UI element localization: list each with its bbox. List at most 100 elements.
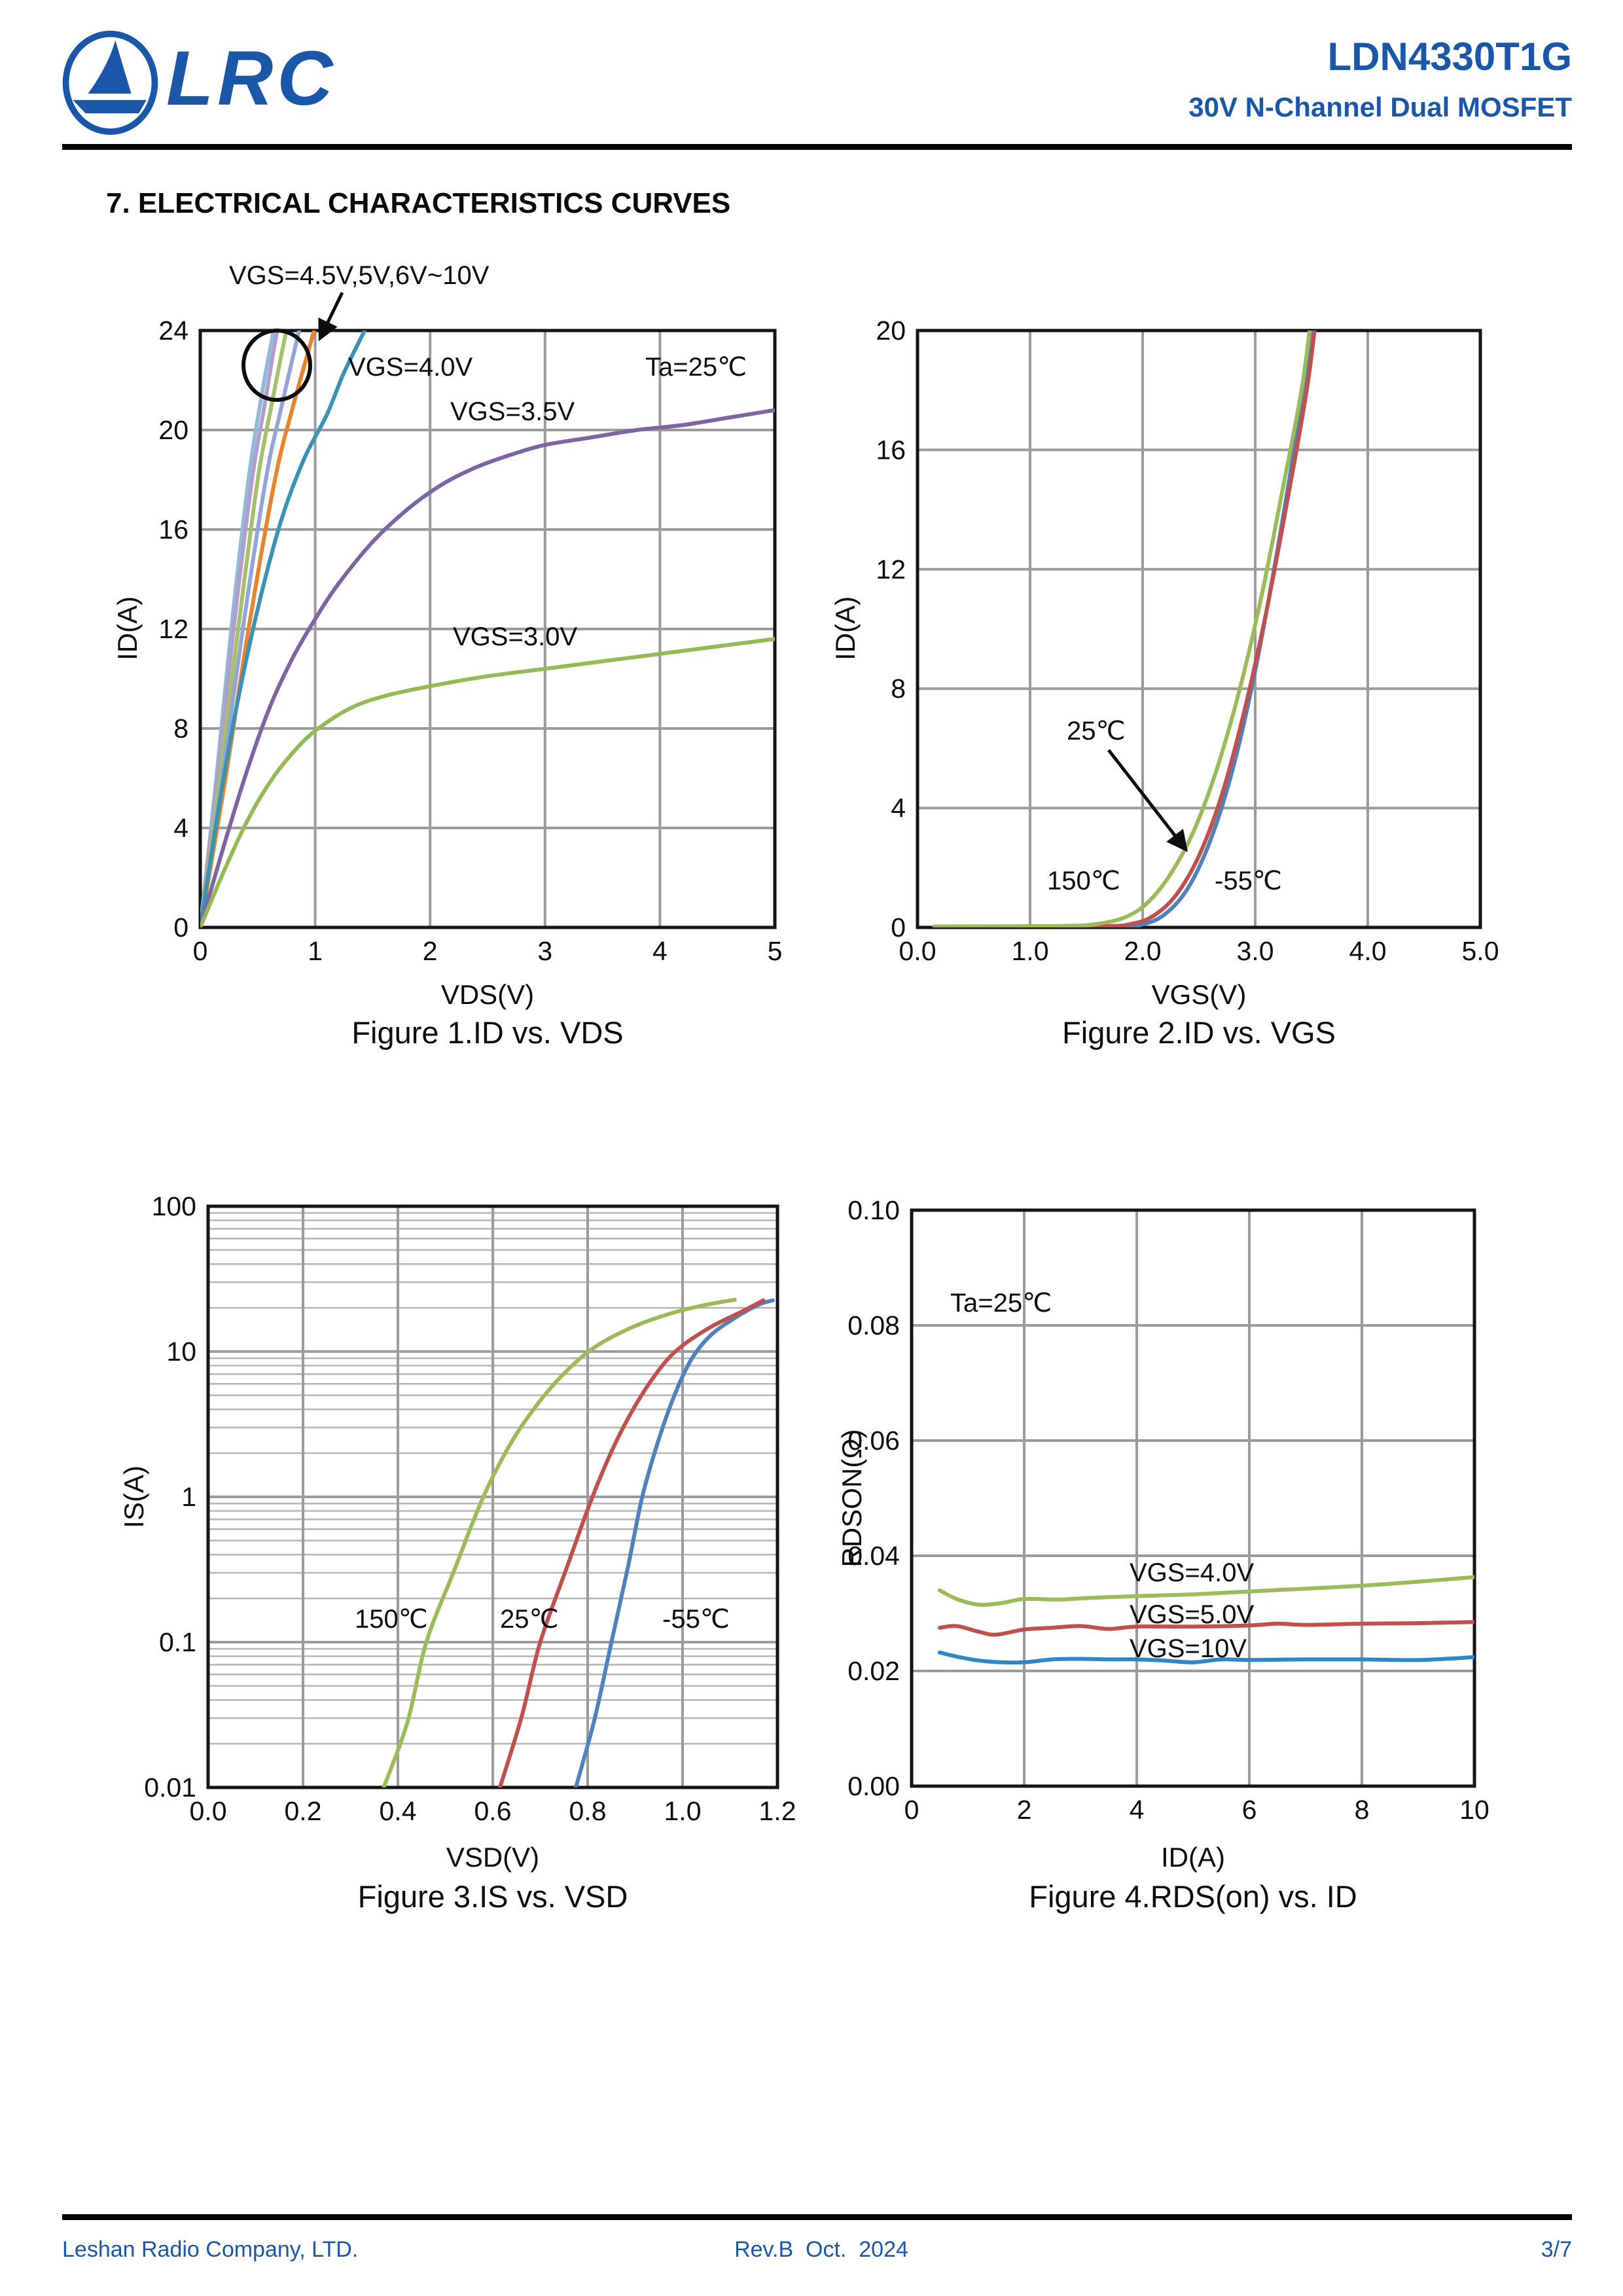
fig2-annotation-m55c: -55℃	[1215, 867, 1282, 895]
svg-text:0: 0	[173, 912, 188, 942]
svg-text:4: 4	[891, 793, 906, 823]
fig2-y-axis-title: ID(A)	[830, 596, 861, 660]
svg-text:3.0: 3.0	[1237, 936, 1274, 966]
fig4-curve-vgs-5.0v	[938, 1620, 1474, 1637]
svg-text:2: 2	[423, 936, 438, 966]
fig3-curve-25	[497, 1298, 766, 1787]
fig4-annotation-vgs-5v: VGS=5.0V	[1130, 1600, 1255, 1629]
svg-text:8: 8	[891, 673, 906, 704]
svg-text:0.2: 0.2	[285, 1796, 322, 1826]
fig3-x-axis-title: VSD(V)	[446, 1842, 540, 1873]
fig2-plot: 0.0 1.0 2.0 3.0 4.0 5.0 0 4 8 12 16 20	[876, 315, 1499, 966]
fig2-annotation-25c: 25℃	[1067, 717, 1126, 745]
svg-text:20: 20	[158, 415, 188, 445]
svg-text:5.0: 5.0	[1462, 936, 1499, 966]
fig2-annotation-arrow	[1107, 749, 1188, 852]
svg-text:4.0: 4.0	[1349, 936, 1387, 966]
svg-text:1: 1	[308, 936, 323, 966]
fig1-highlight-circle	[241, 329, 312, 402]
fig4-x-axis-title: ID(A)	[1161, 1842, 1225, 1873]
svg-text:4: 4	[652, 936, 668, 966]
svg-text:0.00: 0.00	[847, 1771, 900, 1801]
svg-text:4: 4	[1130, 1795, 1145, 1825]
svg-text:0.04: 0.04	[847, 1541, 900, 1571]
fig2-x-axis-title: VGS(V)	[1151, 979, 1247, 1010]
fig1-plot-border	[198, 329, 777, 929]
fig4-curve-vgs-10v	[938, 1650, 1474, 1665]
svg-text:0: 0	[193, 936, 208, 966]
annotation-shapes	[241, 291, 1188, 852]
fig3-gridlines	[208, 1206, 777, 1787]
fig1-annotation-vgs-3p5v: VGS=3.5V	[450, 397, 575, 426]
svg-text:10: 10	[166, 1336, 196, 1367]
fig1-curve-vgs-3.5v	[200, 408, 775, 927]
svg-text:4: 4	[173, 813, 188, 843]
figure4-caption: Figure 4.RDS(on) vs. ID	[1029, 1879, 1357, 1914]
svg-text:0.08: 0.08	[847, 1310, 900, 1340]
svg-text:1.0: 1.0	[1012, 936, 1049, 966]
fig1-curve-vgs-8v	[200, 331, 279, 927]
svg-text:0: 0	[904, 1795, 919, 1825]
fig3-annotation-m55c: -55℃	[662, 1605, 730, 1634]
fig3-annotation-25c: 25℃	[500, 1605, 559, 1634]
svg-text:1: 1	[181, 1482, 196, 1512]
svg-text:12: 12	[876, 554, 906, 584]
svg-text:3: 3	[537, 936, 552, 966]
fig1-annotation-ta: Ta=25℃	[645, 353, 747, 382]
footer-company: Leshan Radio Company, LTD.	[62, 2237, 359, 2262]
fig3-curve-55	[573, 1298, 775, 1787]
fig1-y-axis-title: ID(A)	[112, 596, 143, 660]
svg-text:8: 8	[173, 713, 188, 744]
page-title: LDN4330T1G	[1327, 35, 1572, 79]
fig1-curve-vgs-4.0v	[200, 331, 367, 927]
company-logo: LRC	[56, 29, 333, 137]
fig4-gridlines	[912, 1210, 1474, 1786]
fig2-annotation-150c: 150℃	[1047, 867, 1120, 895]
fig4-plot: 0 2 4 6 8 10 0.00 0.02 0.04 0.06 0.08 0.10	[847, 1195, 1489, 1825]
fig3-annotation-150c: 150℃	[355, 1605, 428, 1634]
svg-text:0.4: 0.4	[380, 1796, 417, 1826]
fig2-curve-25	[932, 331, 1317, 927]
fig1-gridlines	[200, 331, 775, 927]
footer-page-number: 3/7	[1541, 2237, 1572, 2262]
fig1-curve-vgs-3.0v	[200, 637, 775, 927]
fig3-plot-border	[206, 1204, 779, 1789]
svg-text:20: 20	[876, 315, 906, 346]
fig4-annotation-vgs-10v: VGS=10V	[1130, 1634, 1247, 1663]
svg-text:0: 0	[891, 912, 906, 942]
svg-text:0.6: 0.6	[474, 1796, 512, 1826]
svg-text:1.0: 1.0	[664, 1796, 702, 1826]
svg-text:16: 16	[876, 435, 906, 465]
fig1-annotation-vgs-group: VGS=4.5V,5V,6V~10V	[229, 261, 490, 290]
fig3-curve-150	[382, 1298, 737, 1787]
fig3-y-axis-title: IS(A)	[118, 1465, 149, 1528]
fig2-tick-labels: 0.0 1.0 2.0 3.0 4.0 5.0 0 4 8 12 16 20	[876, 315, 1499, 966]
fig4-y-axis-title: RDSON(Ω)	[836, 1429, 867, 1568]
figure3-caption: Figure 3.IS vs. VSD	[357, 1879, 628, 1914]
svg-text:0.06: 0.06	[847, 1426, 900, 1456]
svg-text:0.0: 0.0	[899, 936, 936, 966]
logo-text: LRC	[166, 35, 337, 122]
svg-text:1.2: 1.2	[759, 1796, 796, 1826]
fig2-curve-55	[932, 331, 1315, 927]
fig1-curve-vgs-6v	[200, 331, 289, 927]
fig4-annotation-ta: Ta=25℃	[950, 1289, 1052, 1318]
svg-text:0.0: 0.0	[190, 1796, 227, 1826]
svg-text:6: 6	[1242, 1795, 1257, 1825]
footer-divider	[62, 2214, 1572, 2220]
fig1-annotation-vgs-4v: VGS=4.0V	[348, 353, 473, 382]
svg-text:100: 100	[152, 1191, 196, 1221]
svg-text:0.1: 0.1	[159, 1627, 196, 1657]
svg-text:2: 2	[1017, 1795, 1032, 1825]
svg-text:10: 10	[1459, 1795, 1489, 1825]
svg-text:0.01: 0.01	[144, 1772, 196, 1803]
fig1-annotation-arrow	[318, 291, 344, 342]
svg-text:16: 16	[158, 514, 188, 545]
header-divider	[62, 144, 1572, 150]
svg-text:0.8: 0.8	[569, 1796, 607, 1826]
svg-text:2.0: 2.0	[1124, 936, 1162, 966]
